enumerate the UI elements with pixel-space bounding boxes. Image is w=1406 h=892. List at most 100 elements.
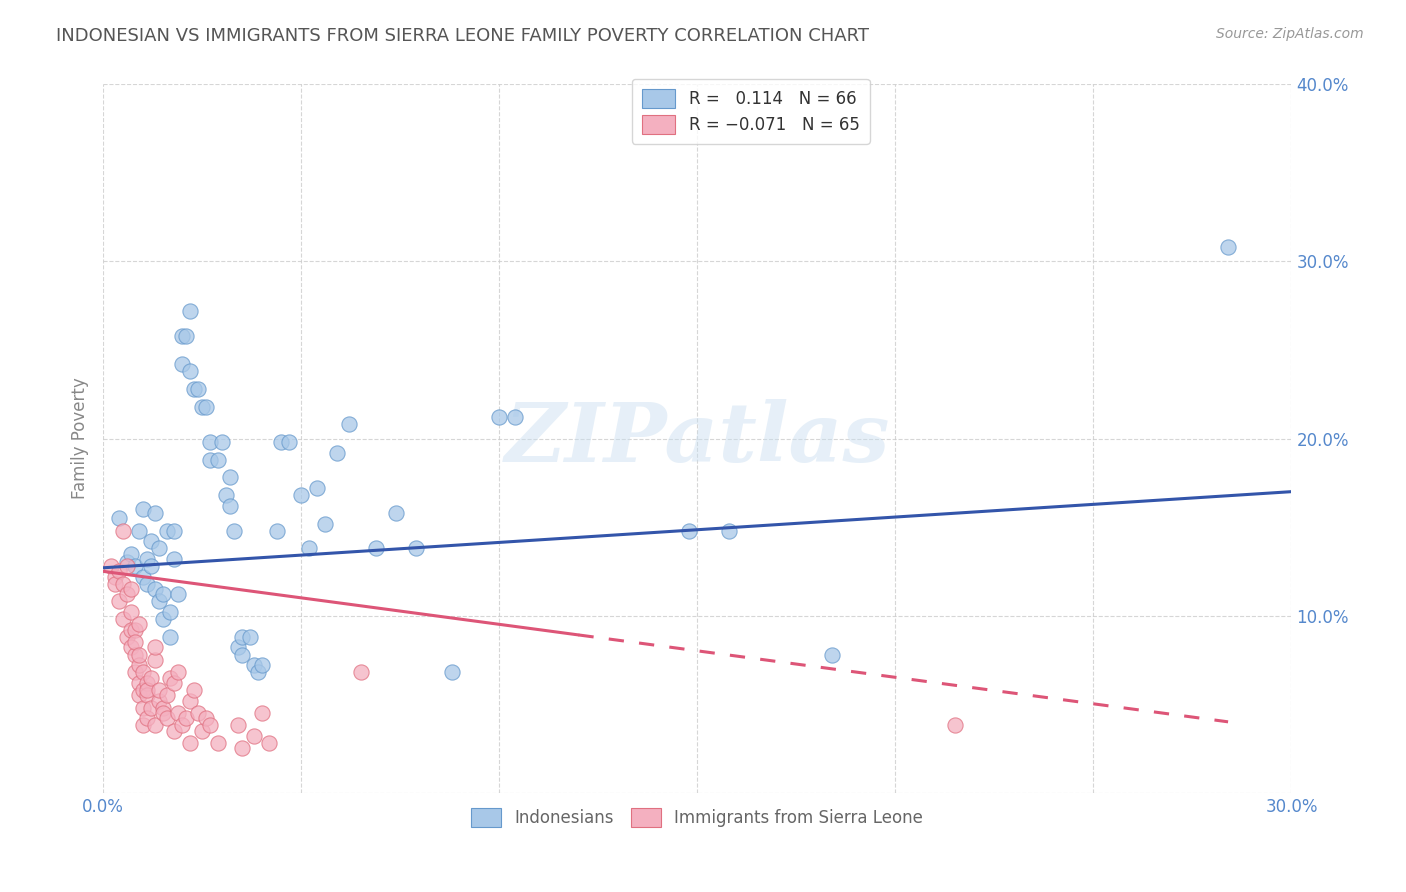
Point: [108, 565, 131, 579]
Point: [222, 524, 245, 538]
Point: [211, 435, 233, 450]
Point: [198, 452, 221, 467]
Point: [503, 410, 526, 425]
Point: [120, 605, 142, 619]
Point: [242, 658, 264, 673]
Point: [111, 524, 134, 538]
Point: [108, 594, 131, 608]
Point: [187, 706, 209, 720]
Point: [183, 382, 205, 396]
Y-axis label: Family Poverty: Family Poverty: [72, 377, 89, 500]
Point: [440, 665, 463, 680]
Point: [385, 506, 408, 520]
Point: [124, 623, 146, 637]
Point: [148, 693, 170, 707]
Point: [155, 688, 177, 702]
Point: [132, 718, 155, 732]
Point: [148, 594, 170, 608]
Text: ZIPatlas: ZIPatlas: [505, 399, 890, 478]
Point: [226, 718, 249, 732]
Point: [124, 665, 146, 680]
Point: [135, 676, 157, 690]
Point: [226, 640, 249, 655]
Point: [132, 569, 155, 583]
Point: [163, 552, 186, 566]
Point: [139, 671, 162, 685]
Point: [143, 640, 166, 655]
Point: [163, 524, 186, 538]
Point: [124, 635, 146, 649]
Point: [111, 576, 134, 591]
Point: [139, 700, 162, 714]
Point: [124, 559, 146, 574]
Point: [207, 452, 229, 467]
Point: [215, 488, 238, 502]
Point: [159, 630, 181, 644]
Point: [172, 718, 194, 732]
Point: [132, 683, 155, 698]
Point: [143, 582, 166, 596]
Point: [128, 676, 150, 690]
Text: Source: ZipAtlas.com: Source: ZipAtlas.com: [1216, 27, 1364, 41]
Point: [135, 552, 157, 566]
Point: [219, 499, 242, 513]
Point: [120, 623, 142, 637]
Point: [195, 400, 218, 414]
Point: [143, 653, 166, 667]
Point: [231, 741, 253, 756]
Point: [198, 435, 221, 450]
Point: [266, 524, 288, 538]
Point: [104, 576, 127, 591]
Point: [128, 688, 150, 702]
Point: [314, 516, 336, 531]
Point: [132, 502, 155, 516]
Point: [179, 304, 201, 318]
Point: [115, 630, 138, 644]
Point: [159, 671, 181, 685]
Point: [155, 711, 177, 725]
Point: [183, 683, 205, 698]
Point: [250, 706, 273, 720]
Point: [172, 357, 194, 371]
Point: [148, 541, 170, 556]
Point: [135, 576, 157, 591]
Point: [132, 665, 155, 680]
Point: [132, 700, 155, 714]
Point: [231, 648, 253, 662]
Point: [159, 605, 181, 619]
Point: [198, 718, 221, 732]
Point: [943, 718, 966, 732]
Point: [128, 648, 150, 662]
Point: [120, 547, 142, 561]
Point: [143, 506, 166, 520]
Point: [163, 676, 186, 690]
Point: [163, 723, 186, 738]
Point: [155, 524, 177, 538]
Point: [821, 648, 844, 662]
Point: [1216, 240, 1239, 254]
Point: [100, 559, 122, 574]
Point: [120, 640, 142, 655]
Point: [305, 481, 328, 495]
Point: [152, 612, 174, 626]
Point: [231, 630, 253, 644]
Point: [139, 534, 162, 549]
Point: [488, 410, 510, 425]
Point: [219, 470, 242, 484]
Point: [187, 382, 209, 396]
Point: [270, 435, 292, 450]
Point: [111, 612, 134, 626]
Point: [717, 524, 740, 538]
Point: [179, 693, 201, 707]
Point: [152, 706, 174, 720]
Point: [128, 524, 150, 538]
Point: [128, 617, 150, 632]
Point: [366, 541, 388, 556]
Point: [135, 683, 157, 698]
Point: [139, 559, 162, 574]
Point: [167, 706, 190, 720]
Point: [108, 511, 131, 525]
Point: [124, 648, 146, 662]
Text: INDONESIAN VS IMMIGRANTS FROM SIERRA LEONE FAMILY POVERTY CORRELATION CHART: INDONESIAN VS IMMIGRANTS FROM SIERRA LEO…: [56, 27, 869, 45]
Point: [239, 630, 262, 644]
